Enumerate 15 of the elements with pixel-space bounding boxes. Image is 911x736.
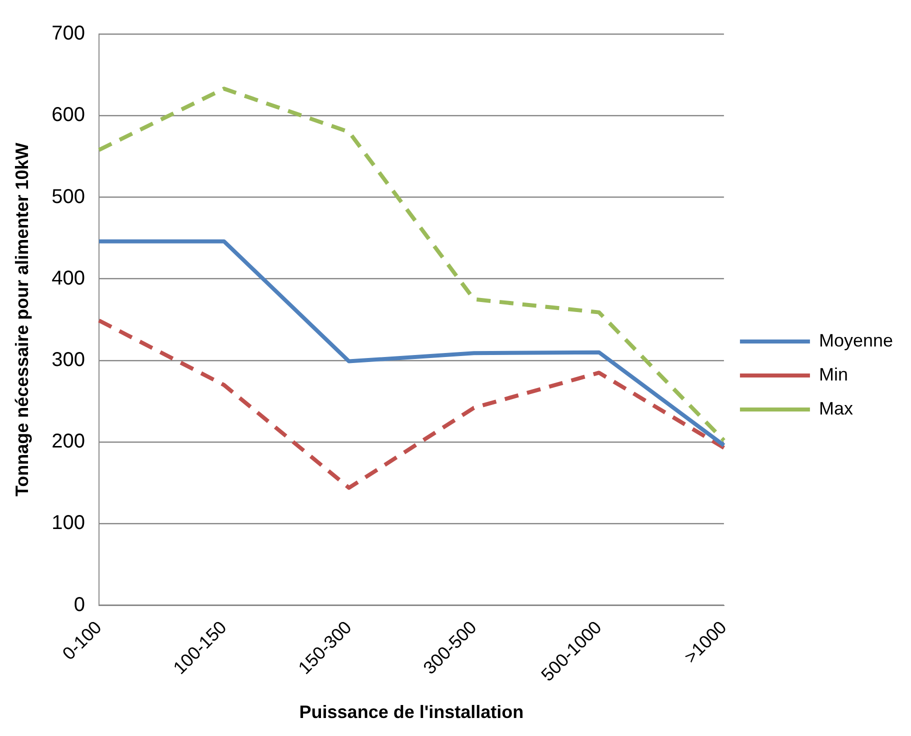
legend-label: Max (818, 398, 853, 418)
legend-label: Moyenne (818, 330, 894, 350)
y-axis-title: Tonnage nécessaire pour alimenter 10kW (12, 142, 32, 497)
y-tick-label: 300 (52, 348, 85, 371)
y-tick-label: 100 (52, 512, 85, 534)
line-series (96, 318, 726, 490)
y-tick-label: 400 (52, 267, 85, 290)
legend-label: Min (818, 364, 848, 384)
line-series (96, 86, 726, 442)
y-tick-label: 0 (74, 594, 85, 616)
y-tick-label: 700 (52, 22, 85, 45)
x-axis-title: Puissance de l'installation (299, 702, 524, 722)
y-tick-label: 600 (52, 104, 85, 126)
y-tick-label: 500 (52, 186, 85, 208)
y-tick-label: 200 (52, 430, 85, 453)
